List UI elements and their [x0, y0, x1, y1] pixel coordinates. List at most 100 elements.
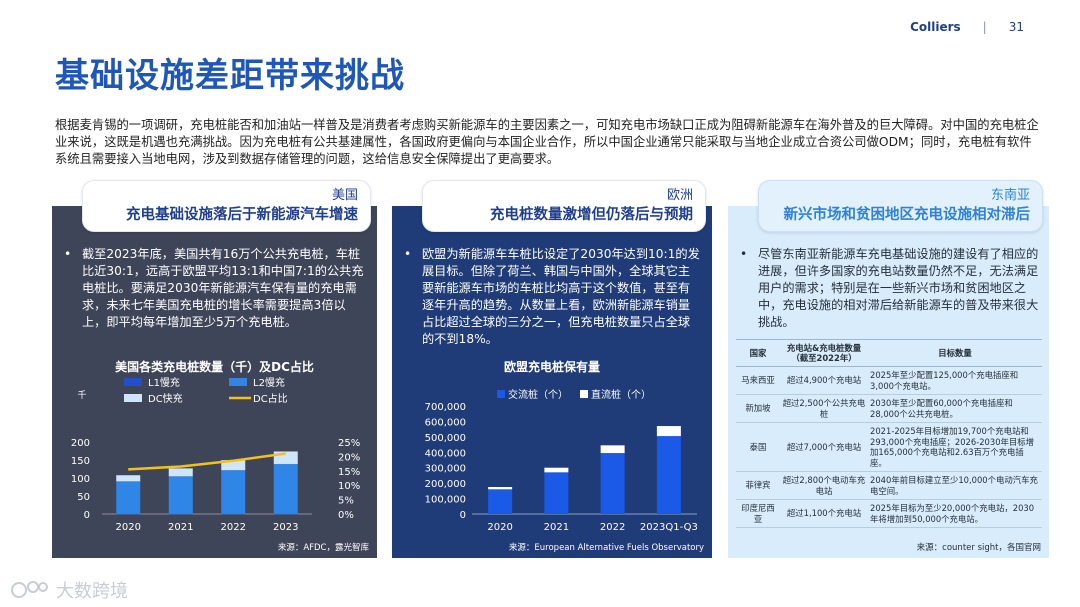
- table-cell-country: 印度尼西亚: [736, 499, 780, 528]
- bar-segment: [221, 470, 246, 514]
- y-tick-label: 100: [71, 474, 90, 485]
- table-cell-current: 超过2,500个公共充电桩: [780, 394, 868, 423]
- table-header: 目标数量: [868, 339, 1042, 367]
- y-tick-label: 50: [77, 492, 90, 503]
- legend-swatch: [124, 394, 142, 402]
- bar-segment: [273, 513, 298, 515]
- bar-segment: [116, 475, 141, 482]
- bar-segment: [116, 513, 141, 515]
- legend-swatch: [124, 378, 142, 386]
- bar-segment: [221, 460, 246, 471]
- us-source: 来源：AFDC，露光智库: [277, 543, 369, 553]
- bar-segment: [488, 489, 513, 514]
- legend-swatch: [497, 390, 505, 398]
- y-tick-label: 200,000: [425, 479, 466, 490]
- bar-segment: [168, 468, 193, 477]
- sea-headline: 新兴市场和贫困地区充电设施相对滞后: [783, 207, 1031, 223]
- bar-segment: [488, 487, 513, 490]
- eu-panel: 欧洲 充电桩数量激增但仍落后与预期 • 欧盟为新能源车车桩比设定了2030年达到…: [392, 180, 712, 558]
- bar-segment: [656, 426, 681, 437]
- dc-share-line: [128, 452, 286, 471]
- eu-bullet: • 欧盟为新能源车车桩比设定了2030年达到10:1的发展目标。但除了荷兰、韩国…: [402, 246, 702, 348]
- bar-segment: [544, 467, 569, 473]
- sea-region-label: 东南亚: [990, 188, 1030, 203]
- table-cell-target: 2021-2025年目标增加19,700个充电站和293,000个充电插座；20…: [868, 422, 1042, 472]
- eu-chart-title: 欧盟充电桩保有量: [503, 360, 600, 374]
- table-cell-current: 超过4,900个充电站: [780, 366, 868, 395]
- table-cell-country: 马来西亚: [736, 366, 780, 395]
- y-tick-label: 400,000: [425, 448, 466, 459]
- bar-segment: [273, 451, 298, 465]
- us-bullet: • 截至2023年底，美国共有16万个公共充电桩，车桩比近30:1，远高于欧盟平…: [62, 246, 367, 331]
- table-cell-target: 2025年目标为至少20,000个充电站，2030年将增加到50,000个充电站…: [868, 499, 1042, 528]
- bullet-dot: •: [404, 247, 412, 261]
- bullet-dot: •: [740, 247, 748, 261]
- brand-logo: Colliers: [910, 20, 961, 34]
- watermark-logo-icon: [11, 581, 48, 598]
- table-cell-country: 菲律宾: [736, 471, 780, 500]
- x-tick-label: 2020: [487, 522, 512, 533]
- legend-label: L1慢充: [148, 376, 180, 389]
- page-header: Colliers | 31: [910, 20, 1024, 34]
- table-cell-current: 超过2,800个电动车充电站: [780, 471, 868, 500]
- header-separator: |: [982, 20, 987, 34]
- x-tick-label: 2022: [221, 522, 246, 533]
- y-tick-label: 300,000: [425, 464, 466, 475]
- legend-swatch: [580, 390, 588, 398]
- y2-tick-label: 15%: [338, 467, 360, 478]
- us-title-box: 美国 充电基础设施落后于新能源汽车增速: [82, 180, 371, 232]
- bar-segment: [273, 464, 298, 514]
- y-tick-label: 0: [460, 510, 466, 521]
- watermark-text: 大数跨境: [56, 581, 128, 602]
- y2-tick-label: 5%: [338, 496, 354, 507]
- table-cell-target: 2040年前目标建立至少10,000个电动汽车充电空间。: [868, 471, 1042, 500]
- x-tick-label: 2021: [168, 522, 193, 533]
- x-tick-label: 2022: [600, 522, 625, 533]
- intro-paragraph: 根据麦肯锡的一项调研，充电桩能否和加油站一样普及是消费者考虑购买新能源车的主要因…: [55, 118, 1039, 166]
- y-tick-label: 200: [71, 438, 90, 449]
- bar-segment: [544, 472, 569, 514]
- eu-title-box: 欧洲 充电桩数量激增但仍落后与预期: [422, 180, 706, 232]
- table-cell-current: 超过1,100个充电站: [780, 499, 868, 528]
- eu-headline: 充电桩数量激增但仍落后与预期: [490, 207, 693, 223]
- y-tick-label: 600,000: [425, 417, 466, 428]
- table-header: 国家: [736, 339, 780, 367]
- table-cell-current: 超过7,000个充电站: [780, 422, 868, 472]
- table-header-row: 国家 充电站&充电桩数量（截至2022年） 目标数量: [736, 339, 1042, 367]
- legend-swatch: [229, 378, 247, 386]
- y2-tick-label: 20%: [338, 452, 360, 463]
- bar-segment: [168, 476, 193, 514]
- table-row: 菲律宾 超过2,800个电动车充电站 2040年前目标建立至少10,000个电动汽车…: [736, 471, 1042, 500]
- legend-label: 交流桩（个）: [508, 388, 568, 401]
- sea-panel: 东南亚 新兴市场和贫困地区充电设施相对滞后 • 尽管东南亚新能源车充电基础设施的…: [728, 180, 1049, 558]
- us-panel: 美国 充电基础设施落后于新能源汽车增速 • 截至2023年底，美国共有16万个公…: [52, 180, 377, 558]
- x-tick-label: 2023Q1-Q3: [640, 522, 698, 533]
- bar-segment: [656, 436, 681, 514]
- bar-segment: [600, 445, 625, 454]
- table-row: 新加坡 超过2,500个公共充电桩 2030年至少配置60,000个充电插座和28,…: [736, 394, 1042, 423]
- table-cell-target: 2030年至少配置60,000个充电插座和28,000个公共充电桩。: [868, 394, 1042, 423]
- page-number: 31: [1008, 20, 1024, 34]
- us-headline: 充电基础设施落后于新能源汽车增速: [126, 207, 358, 223]
- eu-chart: 交流桩（个） 直流桩（个） 0 100,000 200,000 300,000 400,00…: [425, 388, 698, 533]
- y2-tick-label: 10%: [338, 481, 360, 492]
- watermark: 大数跨境: [10, 577, 128, 603]
- y-unit-label: 千: [77, 390, 86, 401]
- y2-tick-label: 0%: [338, 510, 354, 521]
- page-title: 基础设施差距带来挑战: [55, 56, 405, 96]
- eu-bullet-text: 欧盟为新能源车车桩比设定了2030年达到10:1的发展目标。但除了荷兰、韩国与中…: [422, 247, 700, 346]
- bar-segment: [168, 513, 193, 515]
- bar-segment: [600, 453, 625, 514]
- y-tick-label: 500,000: [425, 433, 466, 444]
- eu-source: 来源：European Alternative Fuels Observator…: [508, 543, 704, 553]
- y-tick-label: 150: [71, 456, 90, 467]
- bar-segment: [116, 481, 141, 514]
- sea-bullet: • 尽管东南亚新能源车充电基础设施的建设有了相应的进展，但许多国家的充电站数量仍…: [738, 246, 1039, 331]
- x-tick-label: 2023: [273, 522, 298, 533]
- sea-bullet-text: 尽管东南亚新能源车充电基础设施的建设有了相应的进展，但许多国家的充电站数量仍然不…: [758, 247, 1039, 329]
- us-bullet-text: 截至2023年底，美国共有16万个公共充电桩，车桩比近30:1，远高于欧盟平均1…: [82, 247, 364, 329]
- table-row: 印度尼西亚 超过1,100个充电站 2025年目标为至少20,000个充电站，203…: [736, 499, 1042, 528]
- us-chart-title: 美国各类充电桩数量（千）及DC占比: [115, 360, 314, 374]
- y-tick-label: 100,000: [425, 495, 466, 506]
- legend-label: DC快充: [148, 392, 183, 405]
